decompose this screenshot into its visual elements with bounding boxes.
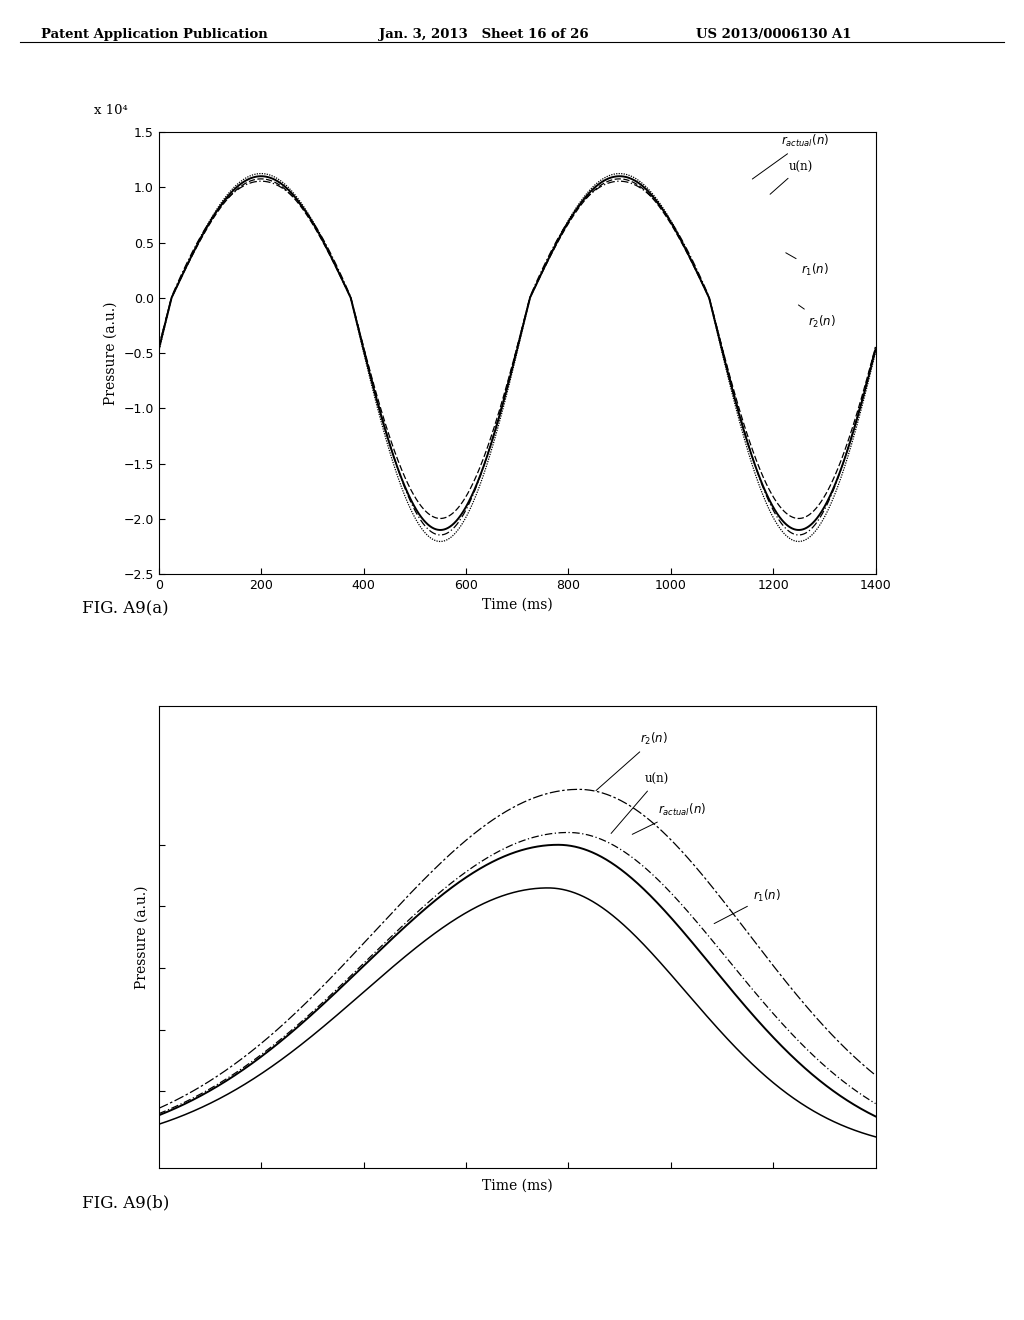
Text: $r_{actual}(n)$: $r_{actual}(n)$	[632, 803, 707, 834]
Text: Patent Application Publication: Patent Application Publication	[41, 28, 267, 41]
Text: FIG. A9(a): FIG. A9(a)	[82, 601, 169, 618]
Text: u(n): u(n)	[770, 161, 813, 194]
Text: FIG. A9(b): FIG. A9(b)	[82, 1195, 169, 1212]
X-axis label: Time (ms): Time (ms)	[481, 598, 553, 611]
Text: $r_{actual}(n)$: $r_{actual}(n)$	[753, 133, 829, 180]
X-axis label: Time (ms): Time (ms)	[481, 1179, 553, 1192]
Y-axis label: Pressure (a.u.): Pressure (a.u.)	[134, 886, 148, 989]
Y-axis label: Pressure (a.u.): Pressure (a.u.)	[103, 301, 118, 405]
Text: US 2013/0006130 A1: US 2013/0006130 A1	[696, 28, 852, 41]
Text: $r_1(n)$: $r_1(n)$	[714, 888, 780, 924]
Text: u(n): u(n)	[611, 774, 670, 833]
Text: x 10⁴: x 10⁴	[94, 104, 128, 117]
Text: Jan. 3, 2013   Sheet 16 of 26: Jan. 3, 2013 Sheet 16 of 26	[379, 28, 589, 41]
Text: $r_1(n)$: $r_1(n)$	[785, 252, 829, 277]
Text: $r_2(n)$: $r_2(n)$	[596, 731, 668, 791]
Text: $r_2(n)$: $r_2(n)$	[799, 305, 836, 330]
